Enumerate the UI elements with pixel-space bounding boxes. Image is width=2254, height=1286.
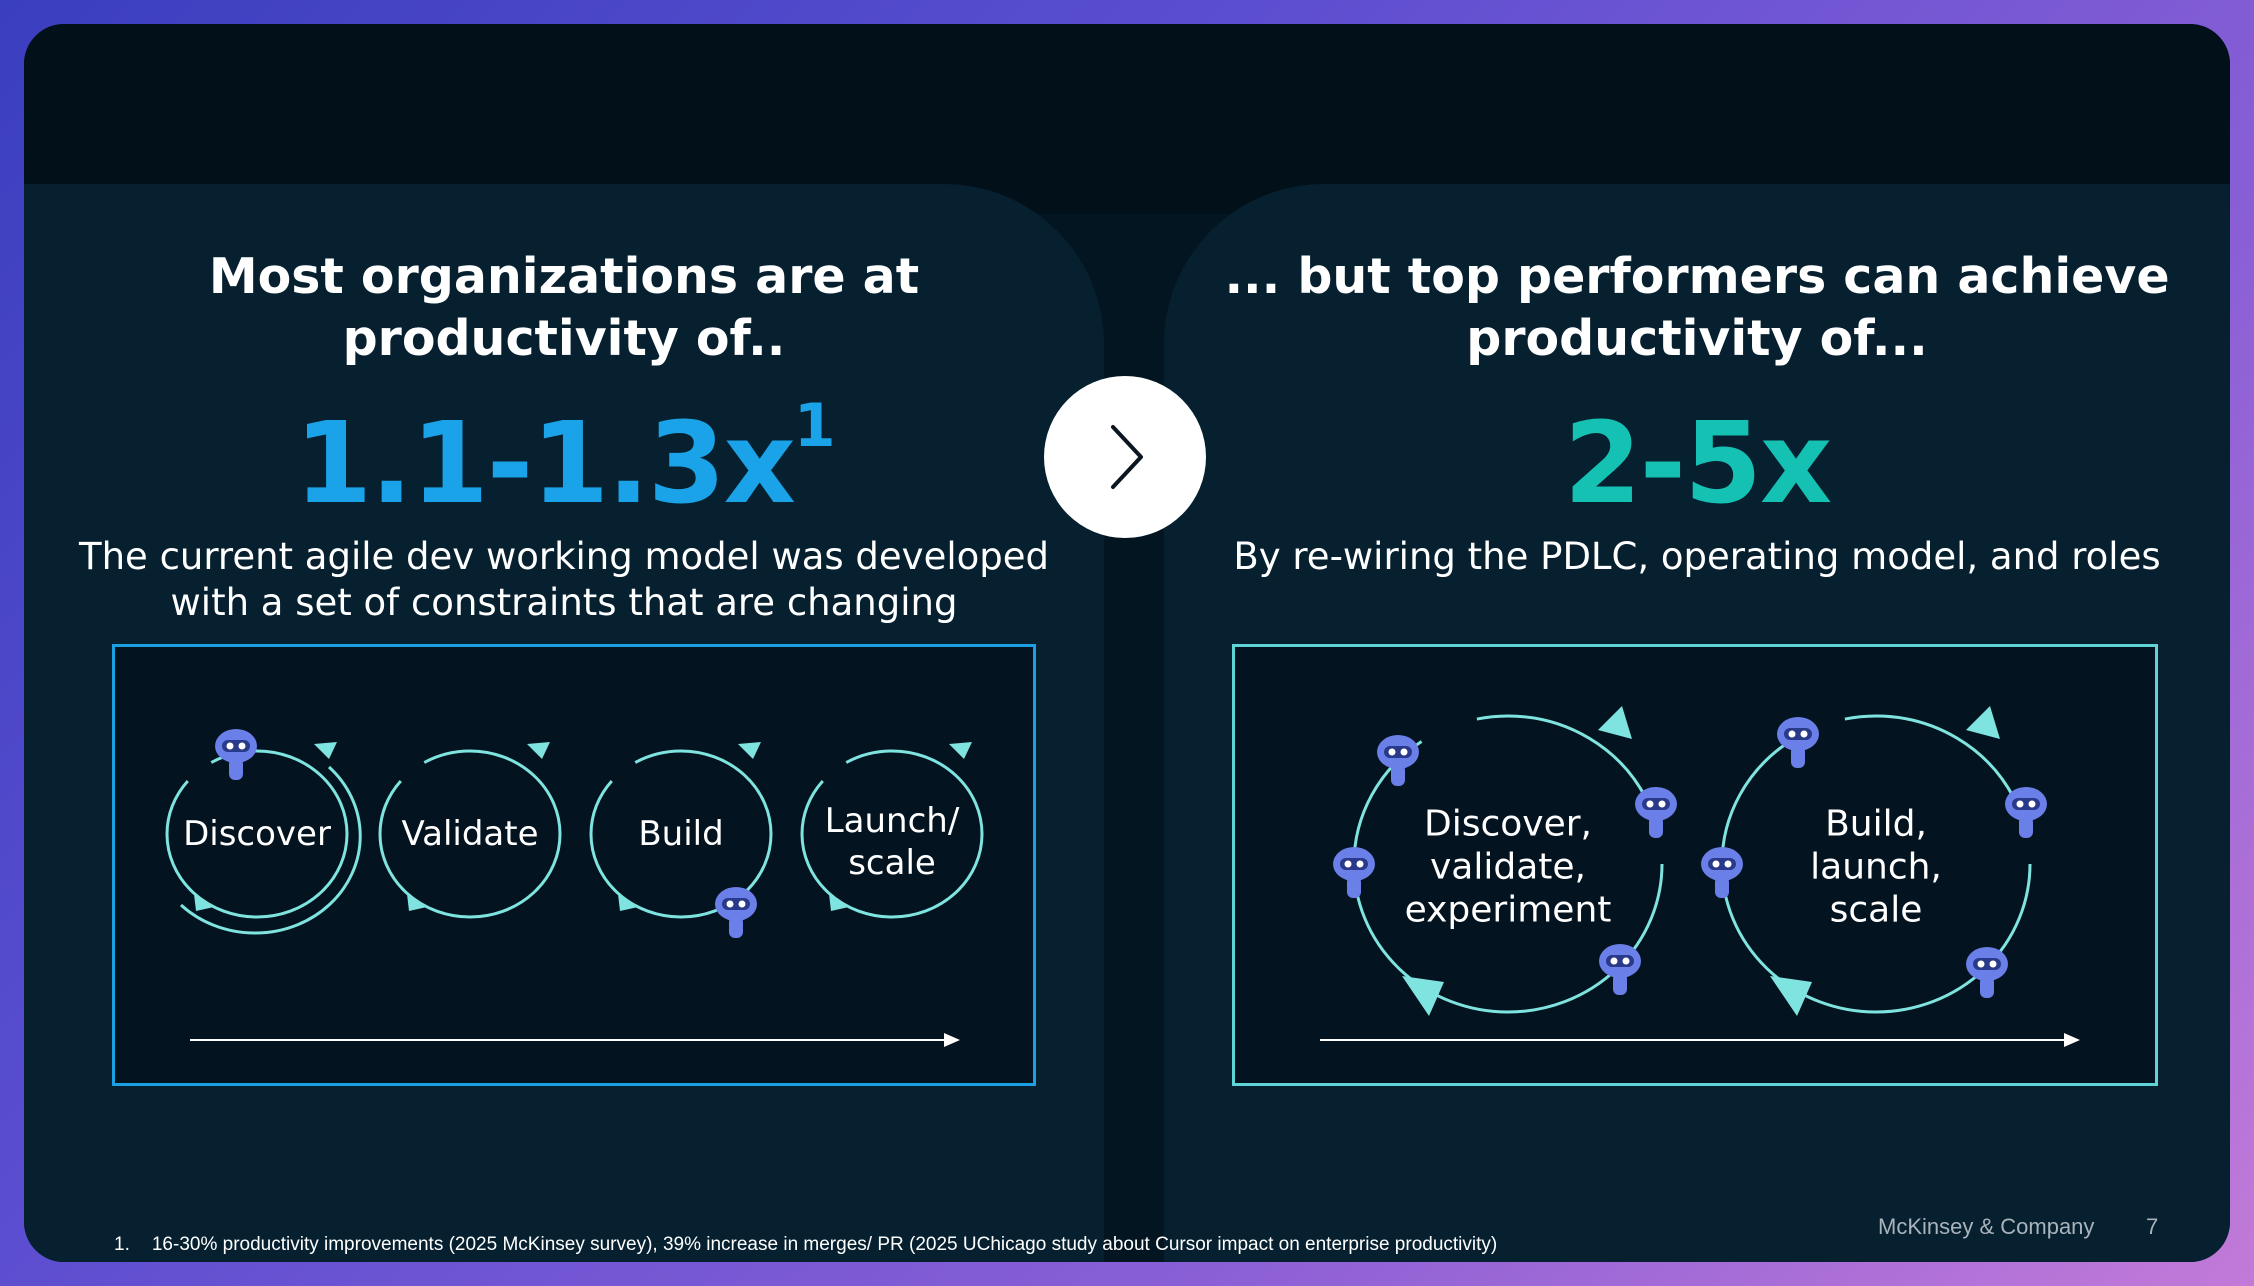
arrowhead <box>1598 706 1632 739</box>
chevron-right-icon <box>1111 425 1143 489</box>
footnote-number: 1. <box>114 1234 130 1255</box>
slide-top-band <box>24 24 2230 214</box>
left-subtext-line2: with a set of constraints that are chang… <box>170 581 958 624</box>
left-cycle-box <box>112 644 1036 1086</box>
left-heading: Most organizations are at productivity o… <box>24 246 1104 370</box>
footnote-text: 16-30% productivity improvements (2025 M… <box>151 1234 1498 1255</box>
timeline-arrowhead <box>2064 1033 2080 1047</box>
next-arrow-button[interactable] <box>1044 376 1206 538</box>
right-cycle-box <box>1232 644 2158 1086</box>
arrowhead <box>407 894 427 911</box>
cycle-label-discover: Discover <box>183 814 331 854</box>
arrowhead <box>194 894 214 911</box>
left-cycle-discover <box>165 729 362 935</box>
robot-icon <box>1635 787 1677 838</box>
right-subtext-line: By re-wiring the PDLC, operating model, … <box>1233 535 2161 578</box>
arrowhead <box>527 742 550 759</box>
right-subtext: By re-wiring the PDLC, operating model, … <box>1164 534 2230 580</box>
left-heading-line2: productivity of.. <box>342 310 786 367</box>
arrowhead <box>618 894 638 911</box>
arrowhead <box>1770 976 1812 1016</box>
left-heading-line1: Most organizations are at <box>208 248 920 305</box>
timeline-arrowhead <box>944 1033 960 1047</box>
right-heading: ... but top performers can achieve produ… <box>1164 246 2230 370</box>
robot-icon <box>215 729 257 780</box>
footnote-ref: 1 <box>793 391 836 461</box>
cycle-label-build: Build <box>638 814 724 854</box>
left-productivity-figure: 1.1-1.3x1 <box>24 391 1104 529</box>
arrowhead <box>314 742 337 759</box>
cycle-label-discover-validate-experiment: Discover, validate, experiment <box>1404 803 1612 931</box>
arrowhead <box>949 742 972 759</box>
slide-window: Most organizations are at productivity o… <box>24 24 2230 1262</box>
cycle-label-validate: Validate <box>401 814 539 854</box>
left-cycle-build <box>589 742 773 938</box>
right-cycle-build <box>1701 706 2047 1016</box>
arrowhead <box>829 894 849 911</box>
arrowhead <box>738 742 761 759</box>
cycle-label-build-launch-scale: Build, launch, scale <box>1810 803 1942 931</box>
left-subtext: The current agile dev working model was … <box>24 534 1104 626</box>
robot-icon <box>1333 847 1375 898</box>
brand-label: McKinsey & Company <box>1878 1214 2095 1239</box>
arrowhead <box>1966 706 2000 739</box>
robot-icon <box>2005 787 2047 838</box>
robot-icon <box>1777 717 1819 768</box>
left-subtext-line1: The current agile dev working model was … <box>79 535 1049 578</box>
arrowhead <box>1402 976 1444 1016</box>
left-figure-value: 1.1-1.3x <box>294 399 796 529</box>
robot-icon <box>1701 847 1743 898</box>
right-heading-line2: productivity of... <box>1466 310 1928 367</box>
robot-icon <box>715 887 757 938</box>
page-number: 7 <box>2146 1214 2159 1239</box>
left-cycle-validate <box>378 742 562 919</box>
robot-icon <box>1966 947 2008 998</box>
left-cycle-launch <box>800 742 984 919</box>
right-heading-line1: ... but top performers can achieve <box>1224 248 2170 305</box>
footnote: 1. 16-30% productivity improvements (2025… <box>114 1234 1497 1256</box>
cycle-label-launch-scale: Launch/ scale <box>824 801 960 883</box>
right-figure-value: 2-5x <box>1563 399 1833 529</box>
robot-icon <box>1599 944 1641 995</box>
cycle-diagrams <box>165 706 2080 1047</box>
right-productivity-figure: 2-5x <box>1164 399 2230 529</box>
right-cycle-discover <box>1333 706 1677 1016</box>
